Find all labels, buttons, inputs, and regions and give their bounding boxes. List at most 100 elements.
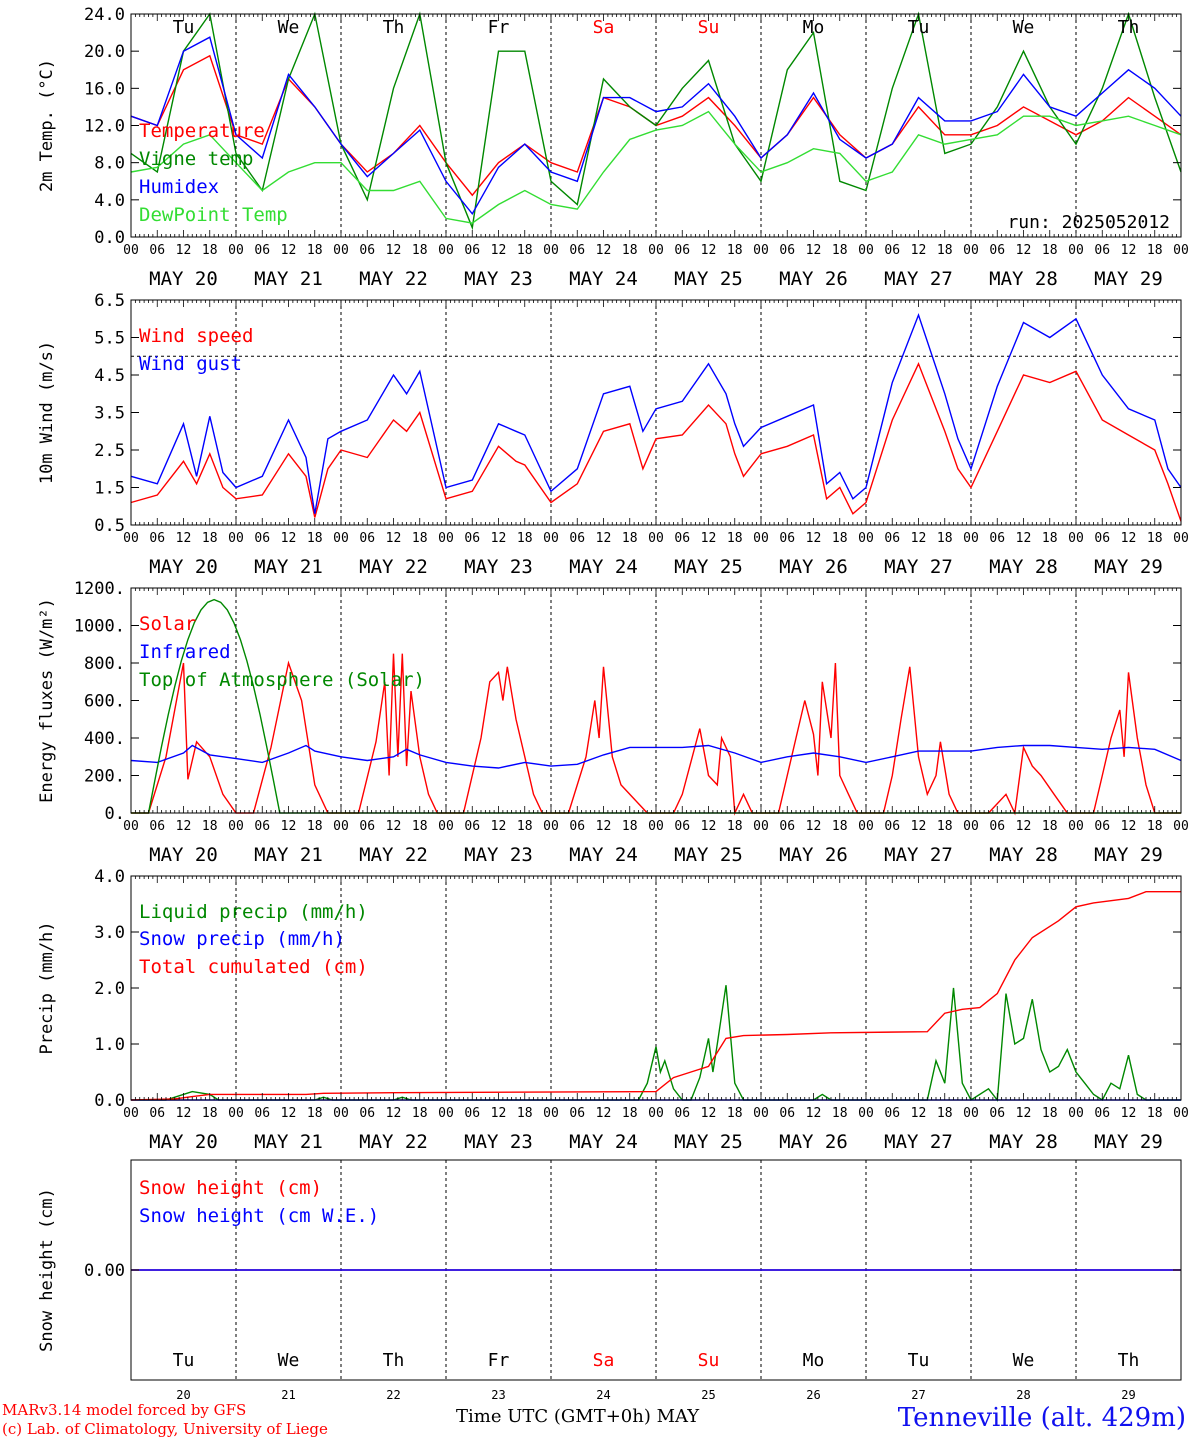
legend-entry: Snow precip (mm/h) [139,928,345,950]
hour-tick-label: 18 [832,243,848,258]
hour-tick-label: 18 [622,819,638,834]
y-tick-label: 8.0 [94,154,125,174]
hour-tick-label: 06 [149,819,165,834]
hour-tick-label: 12 [176,531,192,546]
hour-tick-label: 06 [779,1106,795,1121]
day-number: 20 [176,1388,190,1402]
hour-tick-label: 00 [228,243,244,258]
weekday-label-bottom: Mo [803,1350,825,1371]
hour-tick-label: 18 [937,1106,953,1121]
hour-tick-label: 12 [806,819,822,834]
hour-tick-label: 12 [596,531,612,546]
series-top-of-atmosphere-solar [131,598,1181,814]
hour-tick-label: 12 [281,819,297,834]
hour-tick-label: 06 [989,819,1005,834]
date-label: MAY 27 [884,556,953,578]
y-axis-label: 10m Wind (m/s) [37,341,57,484]
lab-credit: (c) Lab. of Climatology, University of L… [2,1420,328,1438]
y-tick-label: 3.0 [94,923,125,943]
hour-tick-label: 12 [1121,819,1137,834]
weekday-label-bottom: Sa [593,1350,615,1371]
hour-tick-label: 06 [149,1106,165,1121]
hour-tick-label: 12 [386,243,402,258]
hour-tick-label: 12 [281,243,297,258]
weekday-label-top: We [278,17,300,38]
date-label: MAY 27 [884,1131,953,1153]
hour-tick-label: 12 [911,531,927,546]
legend-entry: Wind speed [139,325,253,347]
series-wind-gust [130,312,1182,514]
hour-tick-label: 00 [1068,531,1084,546]
hour-tick-label: 12 [701,819,717,834]
panel-1: 0.0 4.0 8.0 12.0 16.0 20.0 24.0 2m Temp. (°C) Te… [37,5,1189,290]
weekday-label-bottom: Tu [173,1350,195,1371]
hour-tick-label: 12 [491,1106,507,1121]
date-label: MAY 28 [989,556,1058,578]
date-label: MAY 22 [359,844,428,866]
legend-entry: Vigne temp [139,148,253,170]
hour-tick-label: 00 [228,819,244,834]
hour-tick-label: 00 [753,1106,769,1121]
hour-tick-label: 06 [254,531,270,546]
hour-tick-label: 12 [491,243,507,258]
date-label: MAY 20 [149,1131,218,1153]
date-label: MAY 22 [359,268,428,290]
hour-tick-label: 06 [674,243,690,258]
hour-tick-label: 00 [648,531,664,546]
date-label: MAY 23 [464,556,533,578]
weekday-label-bottom: We [1013,1350,1035,1371]
hour-tick-label: 06 [674,819,690,834]
hour-tick-label: 18 [517,243,533,258]
date-label: MAY 25 [674,556,743,578]
hour-tick-label: 00 [963,243,979,258]
hour-tick-label: 18 [937,531,953,546]
legend-entry: Liquid precip (mm/h) [139,901,368,923]
y-tick-label: 4.5 [94,366,125,386]
hour-tick-label: 18 [937,819,953,834]
day-number: 29 [1121,1388,1135,1402]
date-label: MAY 20 [149,268,218,290]
hour-tick-label: 06 [569,243,585,258]
series-dewpoint-temp [130,110,1182,224]
date-label: MAY 29 [1094,1131,1163,1153]
date-label: MAY 21 [254,1131,323,1153]
hour-tick-label: 00 [123,243,139,258]
hour-tick-label: 06 [1094,243,1110,258]
day-number: 23 [491,1388,505,1402]
hour-tick-label: 18 [1147,819,1163,834]
hour-tick-label: 18 [517,819,533,834]
hour-tick-label: 00 [228,1106,244,1121]
legend-entry: Wind gust [139,353,242,375]
hour-tick-label: 18 [832,1106,848,1121]
legend-entry: Humidex [139,176,219,198]
hour-tick-label: 00 [963,1106,979,1121]
hour-tick-label: 00 [858,819,874,834]
y-tick-label: 200. [84,767,125,787]
hour-tick-label: 00 [1173,1106,1189,1121]
hour-tick-label: 06 [359,531,375,546]
hour-tick-label: 18 [412,243,428,258]
hour-tick-label: 06 [779,243,795,258]
hour-tick-label: 12 [911,243,927,258]
hour-tick-label: 00 [963,819,979,834]
plot-frame [130,299,1182,526]
hour-tick-label: 12 [386,531,402,546]
y-tick-label: 20.0 [84,42,125,62]
hour-tick-label: 06 [254,819,270,834]
hour-tick-label: 18 [622,1106,638,1121]
hour-tick-label: 00 [858,1106,874,1121]
hour-tick-label: 18 [517,1106,533,1121]
hour-tick-label: 12 [596,243,612,258]
hour-tick-label: 00 [1173,819,1189,834]
hour-tick-label: 12 [596,819,612,834]
hour-tick-label: 18 [412,819,428,834]
series-solar [131,653,1181,816]
hour-tick-label: 18 [1147,243,1163,258]
date-label: MAY 28 [989,1131,1058,1153]
y-tick-label: 5.5 [94,329,125,349]
hour-tick-label: 00 [753,243,769,258]
model-credit: MARv3.14 model forced by GFS [2,1401,247,1419]
legend-entry: DewPoint Temp [139,204,288,226]
date-label: MAY 22 [359,1131,428,1153]
